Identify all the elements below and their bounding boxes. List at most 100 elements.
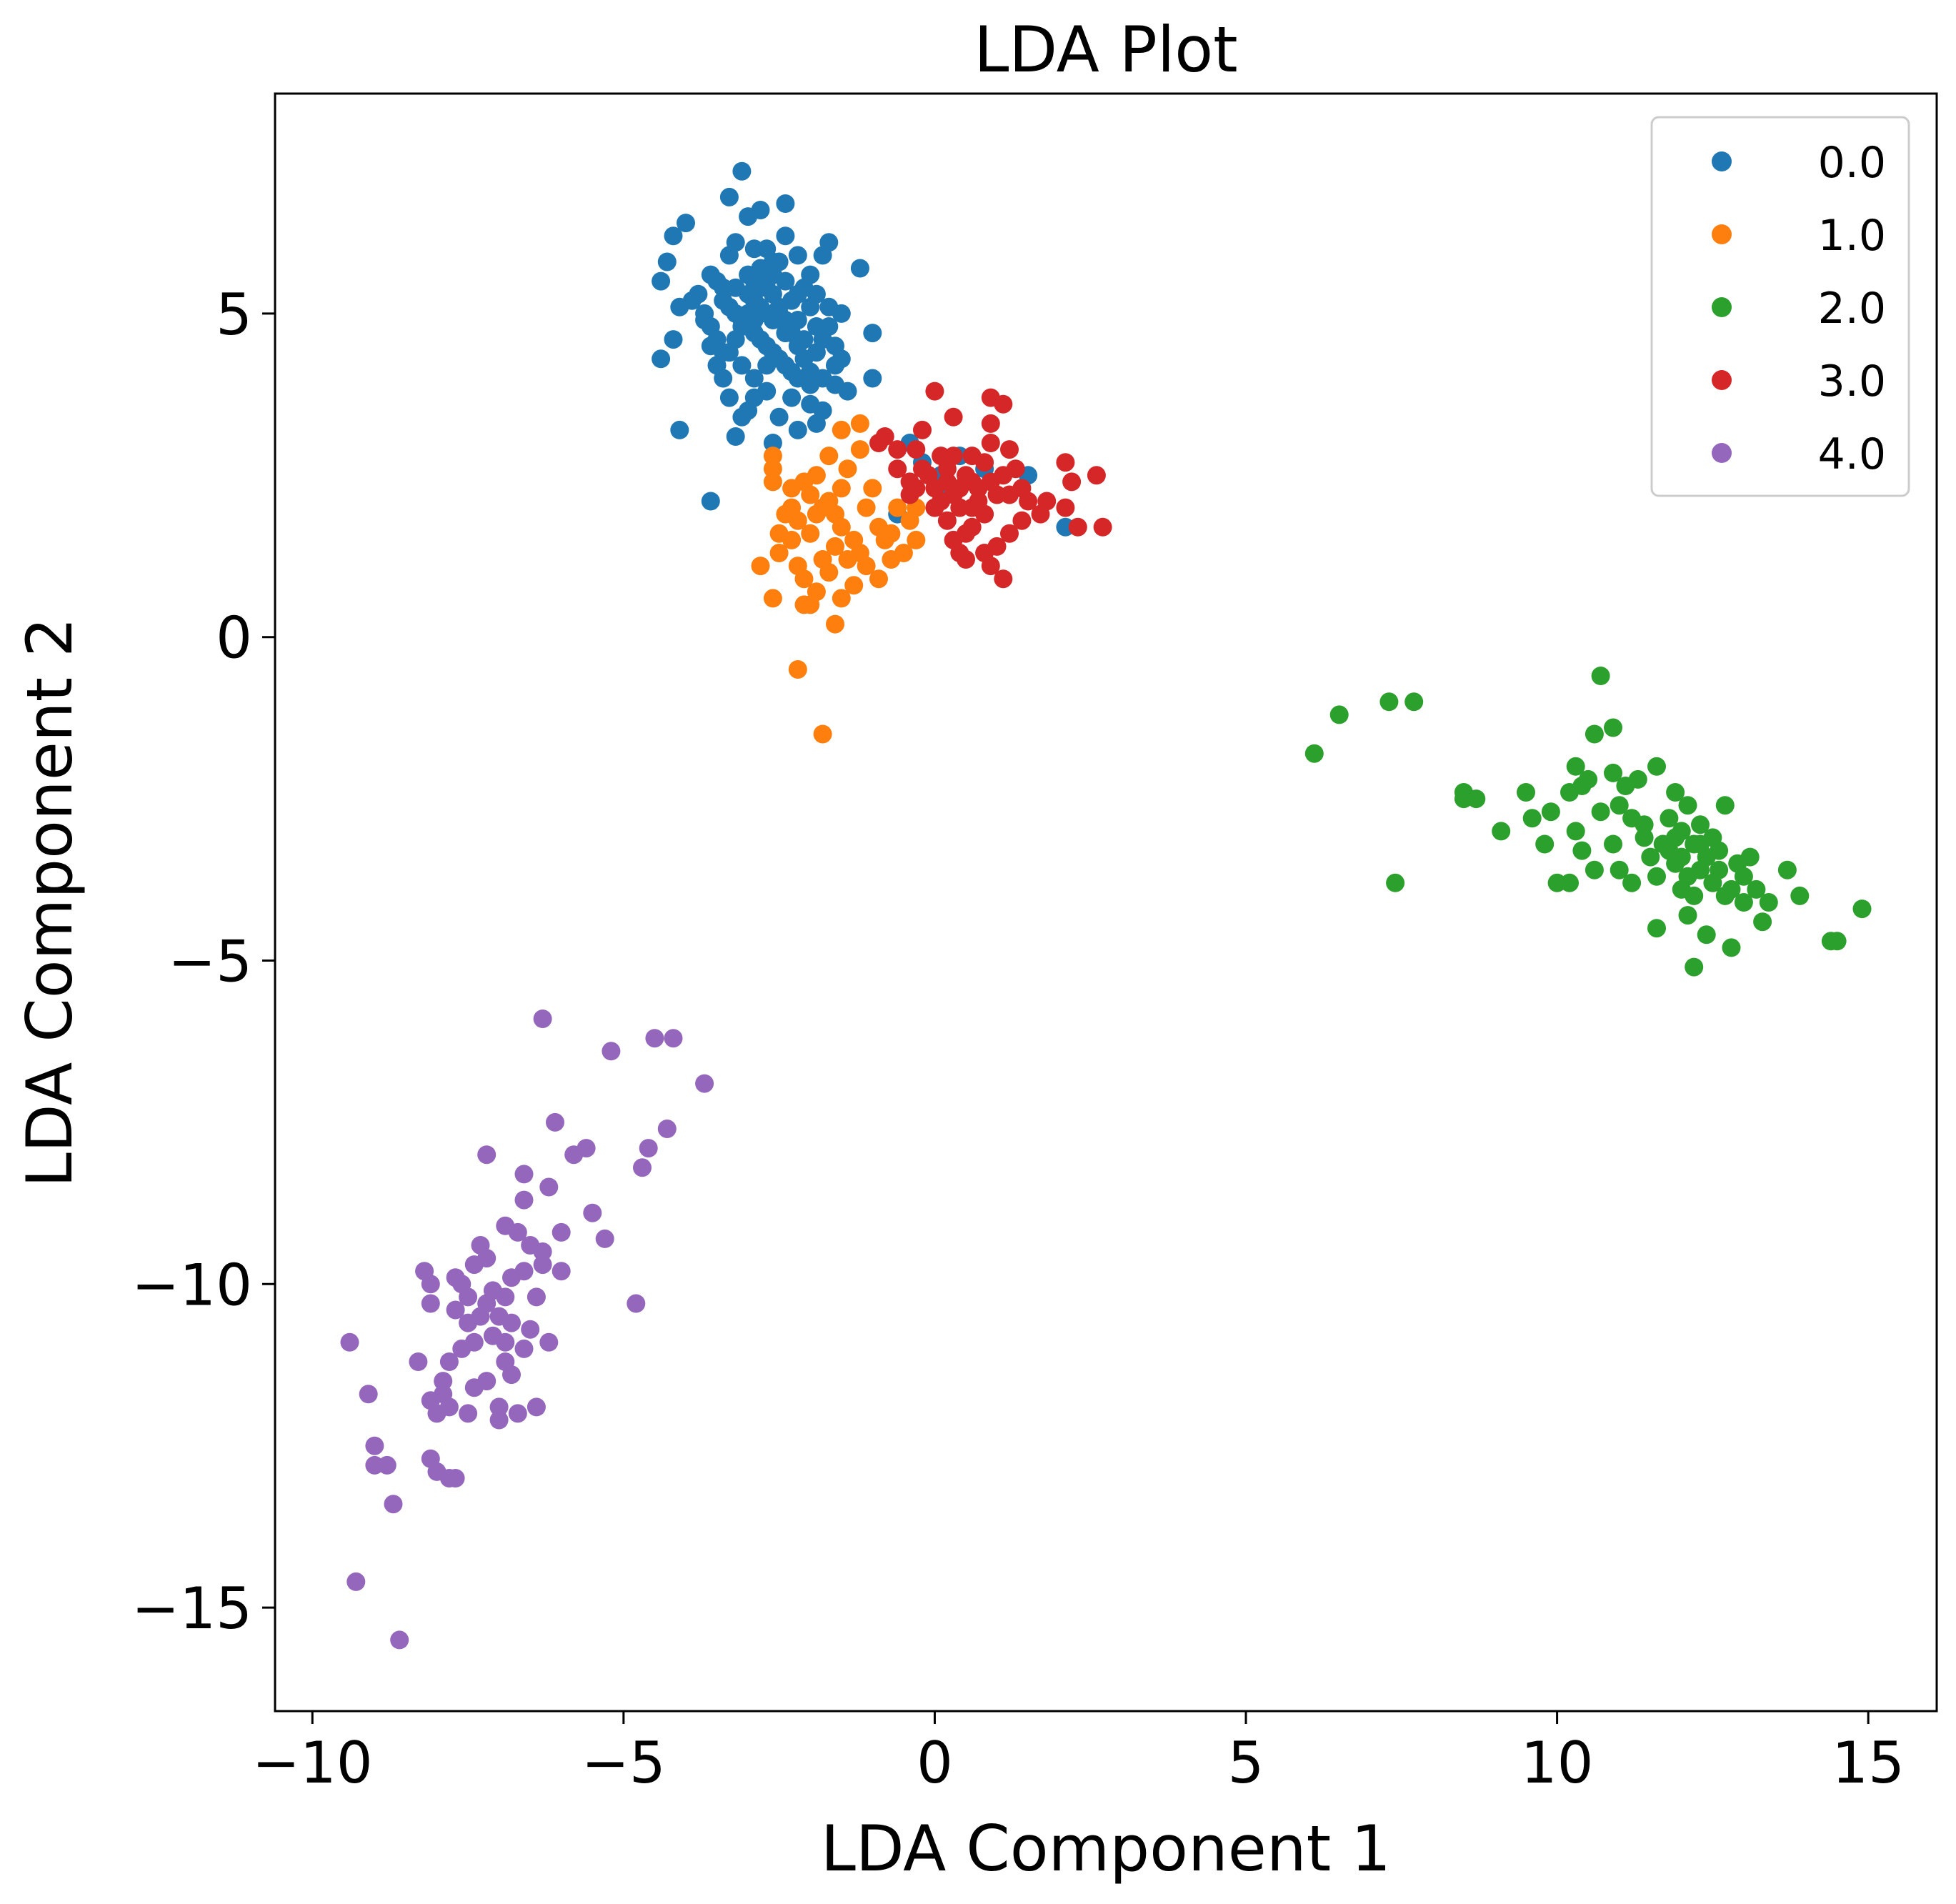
point-s3-32 <box>994 569 1013 589</box>
point-s4-39 <box>552 1222 571 1242</box>
point-s0-20 <box>776 194 795 213</box>
point-s3-33 <box>975 544 994 562</box>
point-s0-111 <box>695 311 714 329</box>
point-s2-50 <box>1691 815 1710 834</box>
x-tick-label: 10 <box>1521 1730 1594 1796</box>
legend-marker-0 <box>1712 151 1732 171</box>
point-s0-81 <box>776 324 795 343</box>
point-s0-38 <box>782 388 802 407</box>
point-s2-12 <box>1541 802 1560 822</box>
point-s4-36 <box>533 1255 552 1275</box>
point-s0-104 <box>744 311 764 329</box>
point-s3-3 <box>888 459 907 479</box>
point-s4-60 <box>508 1404 527 1423</box>
point-s0-107 <box>769 252 789 271</box>
point-s4-49 <box>657 1120 677 1138</box>
y-axis-ticks: −15 −10 −5 0 5 <box>131 281 275 1642</box>
point-s0-89 <box>726 278 745 297</box>
y-tick-label: 5 <box>216 281 252 348</box>
point-s4-58 <box>514 1339 534 1358</box>
point-s3-51 <box>1056 453 1075 472</box>
point-s2-35 <box>1641 847 1660 867</box>
point-s4-38 <box>546 1112 564 1132</box>
point-s4-2 <box>365 1436 384 1455</box>
point-s2-32 <box>1622 873 1642 892</box>
point-s1-19 <box>826 537 844 556</box>
legend-marker-1 <box>1712 224 1732 244</box>
point-s4-66 <box>452 1339 471 1358</box>
point-s4-18 <box>446 1469 465 1487</box>
point-s1-10 <box>782 530 802 549</box>
point-s4-0 <box>340 1332 359 1352</box>
point-s4-14 <box>434 1372 453 1391</box>
y-tick-label: −5 <box>168 929 252 995</box>
point-s3-52 <box>1062 472 1082 492</box>
point-s1-2 <box>763 472 782 492</box>
point-s0-16 <box>719 187 739 206</box>
point-s3-9 <box>944 407 963 427</box>
point-s1-16 <box>763 589 782 608</box>
point-s2-68 <box>1827 932 1847 951</box>
point-s3-29 <box>1000 524 1019 543</box>
point-s3-23 <box>1000 440 1019 459</box>
point-s2-38 <box>1647 919 1666 938</box>
point-s0-39 <box>769 407 789 427</box>
series-0 <box>652 161 1075 537</box>
point-s0-116 <box>701 492 720 511</box>
point-s2-28 <box>1610 860 1629 879</box>
point-s4-43 <box>595 1229 614 1248</box>
point-s3-55 <box>1093 517 1112 537</box>
point-s4-62 <box>464 1378 484 1397</box>
point-s4-68 <box>483 1326 502 1345</box>
point-s3-28 <box>1012 511 1032 530</box>
point-s0-109 <box>744 271 764 291</box>
point-s1-30 <box>857 498 876 517</box>
point-s0-113 <box>788 420 807 439</box>
point-s2-69 <box>1852 899 1872 919</box>
point-s3-7 <box>913 420 932 439</box>
chart-title: LDA Plot <box>974 13 1237 86</box>
point-s2-0 <box>1304 744 1324 763</box>
legend-marker-3 <box>1712 370 1732 390</box>
point-s2-64 <box>1759 893 1778 912</box>
point-s1-54 <box>801 595 820 614</box>
point-s2-8 <box>1492 822 1511 841</box>
point-s4-8 <box>409 1352 428 1371</box>
point-s0-3 <box>657 252 677 271</box>
point-s0-110 <box>707 271 727 291</box>
point-s0-4 <box>664 226 683 246</box>
point-s2-52 <box>1697 925 1716 944</box>
point-s2-72 <box>1691 834 1710 854</box>
point-s3-48 <box>975 504 994 524</box>
point-s0-93 <box>757 337 777 356</box>
point-s0-1 <box>664 330 683 349</box>
point-s1-0 <box>763 447 782 466</box>
point-s4-11 <box>421 1294 440 1313</box>
point-s0-68 <box>826 356 844 375</box>
point-s0-5 <box>677 214 695 233</box>
point-s4-53 <box>514 1190 534 1210</box>
point-s2-14 <box>1560 873 1579 892</box>
point-s2-62 <box>1747 879 1766 899</box>
point-s1-34 <box>869 569 888 589</box>
point-s2-7 <box>1467 789 1486 809</box>
point-s4-52 <box>533 1010 552 1028</box>
point-s1-46 <box>813 498 832 517</box>
point-s4-7 <box>390 1630 409 1650</box>
point-s4-71 <box>521 1320 540 1339</box>
point-s1-5 <box>801 485 820 504</box>
point-s4-72 <box>539 1332 559 1352</box>
point-s4-37 <box>539 1177 559 1197</box>
point-s4-1 <box>359 1385 378 1404</box>
point-s0-37 <box>801 394 820 414</box>
point-s0-92 <box>744 324 764 343</box>
point-s0-0 <box>652 349 671 369</box>
point-s3-22 <box>994 394 1013 414</box>
point-s0-24 <box>788 246 807 265</box>
point-s1-41 <box>894 544 913 562</box>
point-s1-47 <box>801 524 820 543</box>
point-s2-79 <box>1685 886 1704 905</box>
point-s4-20 <box>446 1300 465 1320</box>
point-s2-46 <box>1678 796 1697 815</box>
point-s0-33 <box>863 369 882 388</box>
